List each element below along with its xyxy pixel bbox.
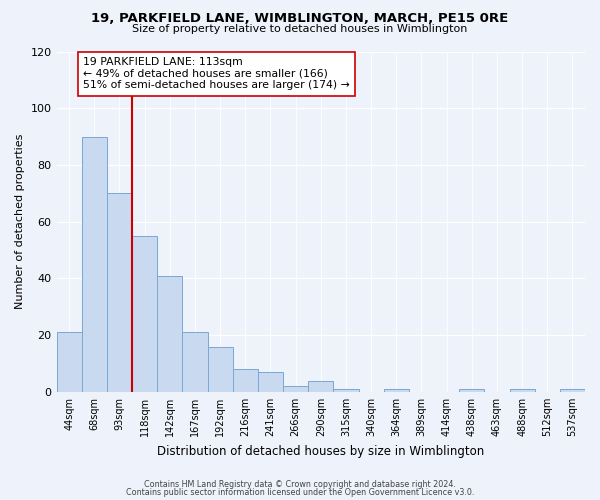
Bar [283, 386, 308, 392]
Bar [182, 332, 208, 392]
X-axis label: Distribution of detached houses by size in Wimblington: Distribution of detached houses by size … [157, 444, 484, 458]
Bar [258, 372, 283, 392]
Bar [459, 389, 484, 392]
Bar [157, 276, 182, 392]
Bar [308, 380, 334, 392]
Text: Contains public sector information licensed under the Open Government Licence v3: Contains public sector information licen… [126, 488, 474, 497]
Bar [132, 236, 157, 392]
Y-axis label: Number of detached properties: Number of detached properties [15, 134, 25, 310]
Bar [107, 194, 132, 392]
Text: 19, PARKFIELD LANE, WIMBLINGTON, MARCH, PE15 0RE: 19, PARKFIELD LANE, WIMBLINGTON, MARCH, … [91, 12, 509, 26]
Bar [208, 346, 233, 392]
Text: Contains HM Land Registry data © Crown copyright and database right 2024.: Contains HM Land Registry data © Crown c… [144, 480, 456, 489]
Bar [56, 332, 82, 392]
Bar [334, 389, 359, 392]
Bar [383, 389, 409, 392]
Text: Size of property relative to detached houses in Wimblington: Size of property relative to detached ho… [133, 24, 467, 34]
Text: 19 PARKFIELD LANE: 113sqm
← 49% of detached houses are smaller (166)
51% of semi: 19 PARKFIELD LANE: 113sqm ← 49% of detac… [83, 57, 350, 90]
Bar [560, 389, 585, 392]
Bar [82, 136, 107, 392]
Bar [233, 369, 258, 392]
Bar [509, 389, 535, 392]
